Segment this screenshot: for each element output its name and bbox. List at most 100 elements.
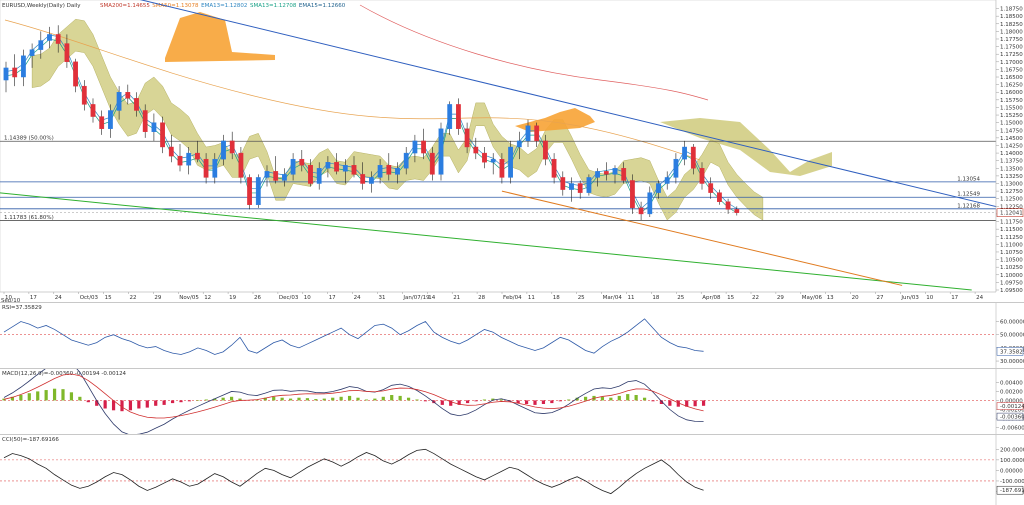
price-tick-label: 1.18750 [1000, 7, 1023, 13]
main-price-pane[interactable]: EURUSD,Weekly(Daily) Daily SMA200=1.14655… [0, 0, 1024, 302]
candle-body [142, 110, 148, 132]
time-tick-label: 20 [852, 295, 859, 301]
price-tick-label: 1.17500 [1000, 45, 1023, 51]
rsi-pane[interactable]: RSI=37.3582960.0000050.0000040.0000030.0… [0, 302, 1024, 369]
macd-histogram-bar [482, 399, 487, 401]
price-tick-label: 1.11250 [1000, 235, 1023, 241]
candle-body [534, 125, 540, 142]
candle-body [586, 177, 592, 193]
candle [308, 159, 313, 187]
candle-body [64, 43, 70, 63]
candle [429, 147, 435, 181]
candle [386, 153, 392, 181]
candle-body [595, 171, 601, 178]
candle [186, 147, 192, 175]
price-tick-label: 1.13500 [1000, 166, 1023, 172]
candle [151, 113, 157, 141]
price-tick-label: 1.15500 [1000, 105, 1023, 111]
cci-current-label: -187.69166 [1000, 488, 1024, 494]
indicator-label-3: SMA13=1.12708 [250, 3, 297, 9]
price-tick-label: 1.10500 [1000, 258, 1023, 264]
rsi-current-box [996, 347, 1024, 356]
candle-body [134, 98, 139, 111]
macd-histogram-bar [381, 396, 385, 401]
cci-pane[interactable]: CCI(50)=-187.69166 200.00000 100.00000 0.00… [0, 434, 1024, 505]
macd-histogram-bar [583, 396, 588, 401]
candle-body [612, 168, 618, 175]
macd-current-box [996, 402, 1024, 410]
macd-histogram-bar [398, 395, 402, 401]
candle [12, 54, 18, 87]
rsi-chart[interactable]: RSI=37.3582960.0000050.0000040.0000030.0… [0, 303, 1024, 369]
price-tick-label: 1.10750 [1000, 250, 1023, 256]
macd-histogram-bar [221, 397, 225, 401]
candle [508, 140, 513, 184]
main-price-chart[interactable]: EURUSD,Weekly(Daily) Daily SMA200=1.14655… [0, 0, 1024, 302]
macd-histogram-bar [626, 394, 630, 401]
pane-tick-label: -0.00200 [1000, 407, 1024, 413]
candle [516, 131, 522, 160]
candle-body [273, 171, 279, 181]
cci-chart[interactable]: CCI(50)=-187.69166 200.00000 100.00000 0.00… [0, 435, 1024, 505]
candle [90, 98, 96, 123]
time-tick-label: 25 [578, 295, 585, 301]
macd-histogram-bar [154, 400, 158, 406]
trendline-1 [0, 192, 972, 291]
time-axis-prefix: Sep/10 [1, 298, 21, 302]
candle-body [212, 158, 218, 178]
candle [630, 174, 635, 214]
candle [525, 119, 531, 147]
candle [682, 140, 688, 166]
price-tick-label: 1.18250 [1000, 22, 1023, 28]
time-axis: 10 17 24 Oct/03 15 22 29 Nov/05 12 19 26 Dec/03 10 17… [0, 291, 996, 302]
candle [203, 153, 209, 184]
candle-body [325, 162, 331, 169]
candle-body [369, 177, 374, 184]
candle [38, 31, 44, 59]
macd-histogram-bar [86, 400, 90, 403]
price-tick-label: 1.14500 [1000, 136, 1023, 142]
macd-histogram-bar [170, 400, 175, 404]
macd-histogram-bar [390, 395, 394, 401]
candle-body [699, 168, 705, 184]
macd-histogram-bar [19, 395, 23, 401]
candle [168, 134, 174, 163]
macd-chart[interactable]: MACD(12,26,9)=-0.00360 -0.00194 -0.00124… [0, 369, 1024, 435]
macd-histogram-bar [491, 398, 495, 401]
macd-histogram-bar [533, 400, 537, 405]
pane-bg [0, 303, 1024, 369]
level-label-0: 1.14389 (50.00%) [4, 136, 54, 142]
candle-body [238, 152, 244, 178]
macd-histogram-bar [103, 400, 107, 409]
macd-histogram-bar [634, 395, 638, 401]
pane-tick-label: 0.00200 [1000, 389, 1023, 395]
cci-line [3, 448, 704, 495]
candle-body [525, 125, 531, 142]
macd-current-label: -0.00124 [1000, 404, 1024, 410]
price-tick-label: 1.17750 [1000, 37, 1023, 43]
candle-body [577, 183, 583, 193]
macd-pane[interactable]: MACD(12,26,9)=-0.00360 -0.00194 -0.00124… [0, 368, 1024, 435]
candle-body [194, 152, 200, 160]
candle-body [490, 158, 496, 163]
macd-histogram-bar [685, 400, 689, 407]
time-tick-label: 17 [951, 295, 958, 301]
pane-tick-label: 100.00000 [1000, 458, 1024, 464]
candle [464, 122, 470, 154]
time-tick-label: 14 [428, 295, 435, 301]
candle [377, 159, 383, 184]
time-tick-label: Mar/04 [603, 295, 623, 301]
price-tick-label: 1.11000 [1000, 242, 1023, 248]
level-label-2: 1.12549 [957, 192, 980, 198]
macd-histogram-bar [567, 399, 571, 401]
macd-histogram-bar [137, 400, 141, 409]
candle [725, 198, 731, 214]
candle-body [186, 152, 192, 166]
candle [55, 25, 61, 53]
candle-body [351, 165, 357, 175]
candle-body [168, 146, 174, 157]
candle [499, 153, 505, 184]
candle-body [316, 168, 322, 184]
candle [569, 177, 574, 202]
